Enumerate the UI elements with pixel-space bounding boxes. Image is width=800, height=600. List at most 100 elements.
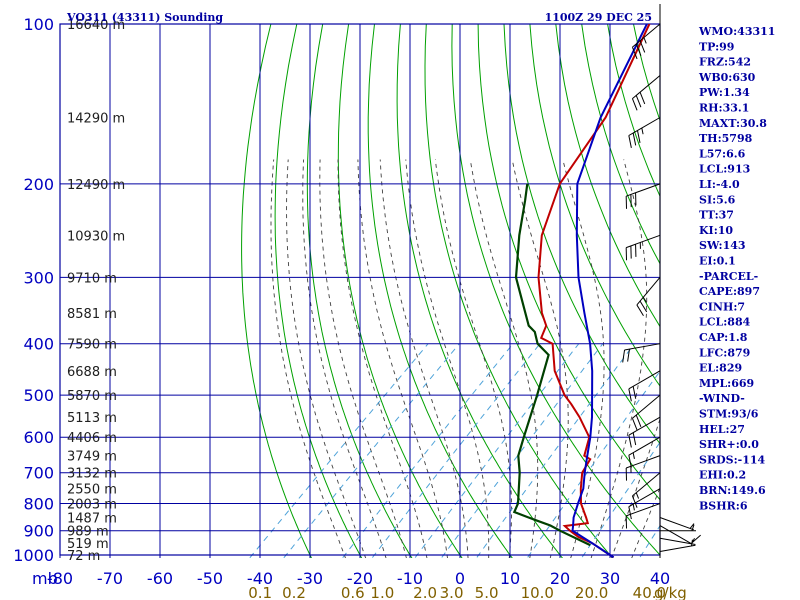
wind-barb [659,537,696,546]
temperature-axis: -80 -70 -60 -50 -40 -30 -20 -10 0 10 20 30 40 [47,569,670,588]
wind-barb [628,370,661,402]
wind-barb [631,75,661,111]
index-value: LCL:913 [699,163,750,176]
index-value: -WIND- [699,392,745,405]
wind-barb [625,503,661,529]
wind-barb-full-feather [632,432,637,446]
dry-adiabat-line [529,24,660,387]
wind-barb-full-feather [628,435,632,448]
wind-barb-full-feather [631,418,638,431]
height-label: 10930 m [67,229,125,244]
pressure-tick-label: 900 [23,522,54,541]
pressure-tick-label: 300 [23,268,54,287]
moist-adiabat-line [379,159,469,558]
wind-barb-full-feather [631,46,638,60]
index-value: HEL:27 [699,423,745,436]
height-label: 519 m [67,537,109,552]
height-label: 2550 m [67,483,117,498]
mixing-ratio-line [283,343,460,558]
wind-barb-half-feather [632,504,635,511]
pressure-tick-label: 100 [23,15,54,34]
height-label: 14290 m [67,112,125,127]
wind-barb-half-feather [641,127,644,135]
wind-barb-staff [659,544,696,553]
wind-barb-staff [626,503,661,517]
pressure-temperature-grid [59,23,661,558]
index-value: SI:5.6 [699,193,736,206]
dry-adiabat-line [396,24,563,558]
dry-adiabat-line [477,24,660,501]
height-label: 6688 m [67,365,117,380]
dewpoint-profile [512,183,591,547]
index-value: -PARCEL- [699,270,758,283]
index-value: EI:0.1 [699,255,736,268]
chart-title: VO311 (43311) Sounding [66,11,223,24]
index-value: L57:6.6 [699,147,746,160]
wind-barb-full-feather [632,386,637,399]
wind-barb-full-feather [635,95,642,108]
mixing-ratio-line [249,343,429,558]
wind-barb-staff [636,277,661,306]
mixing-ratio-tick-label: 3.0 [440,584,464,600]
wind-barb-staff [626,183,661,197]
wind-barb-staff [628,117,661,136]
wind-barb-staff [632,472,661,497]
index-value: LI:-4.0 [699,178,740,191]
temperature-tick-label: -50 [197,569,223,588]
index-value: TH:5798 [699,132,753,145]
wind-barb-half-feather [632,452,635,459]
wind-barb-half-feather [642,297,648,303]
wind-barb-full-feather [628,135,632,148]
index-value: CINH:7 [699,300,745,313]
height-label: 989 m [67,525,109,540]
wind-barb-full-feather [636,304,644,316]
pressure-tick-label: 700 [23,464,54,483]
mixing-ratio-tick-label: 40.0 [633,584,666,600]
wind-barb-full-feather [627,349,630,362]
wind-barb-staff [626,455,661,469]
wind-barb-staff [632,394,661,419]
wind-barb-staff [628,416,661,436]
wind-barb [659,525,701,544]
wind-barb-staff [628,488,661,508]
moist-adiabat-line [270,159,346,558]
index-value: BRN:149.6 [699,484,766,497]
wind-barb [622,343,661,363]
pressure-tick-label: 1000 [13,546,54,565]
index-value: LFC:879 [699,346,750,359]
wind-barb-full-feather [639,91,646,105]
height-label: 12490 m [67,178,125,193]
temperature-tick-label: 30 [600,569,620,588]
index-value: PW:1.34 [699,86,750,99]
mixing-ratio-tick-label: 0.2 [282,584,306,600]
dry-adiabat-line [763,24,800,566]
height-label: 3132 m [67,467,117,482]
index-value: EHI:0.2 [699,469,746,482]
wind-barb-staff [632,23,661,48]
wind-barb [628,117,661,148]
mixing-ratio-unit: g/kg [654,584,687,600]
pressure-tick-label: 600 [23,428,54,447]
moist-adiabat-line [434,159,512,558]
wind-barb [628,436,661,468]
wind-barb-full-feather [628,506,632,520]
moist-adiabat-line [286,159,367,558]
dry-adiabat-line [581,24,660,265]
height-label: 9710 m [67,271,117,286]
mixing-ratio-tick-label: 20.0 [575,584,608,600]
wind-barb-full-feather [632,132,637,146]
wind-barb-full-feather [628,455,632,468]
moist-adiabat-line [319,159,407,558]
dry-adiabat-line [503,24,660,445]
temperature-profile [537,24,651,558]
wind-barb-full-feather [636,130,641,143]
temperature-tick-label: -40 [247,569,273,588]
wind-barb-staff [626,234,661,249]
moist-adiabat-line [469,159,539,558]
dry-adiabat-line [451,24,660,556]
index-value: TP:99 [699,40,734,53]
wind-barb-full-feather [639,300,648,313]
moist-adiabat-line [590,159,648,558]
pressure-tick-label: 800 [23,495,54,514]
pressure-tick-label: 500 [23,386,54,405]
